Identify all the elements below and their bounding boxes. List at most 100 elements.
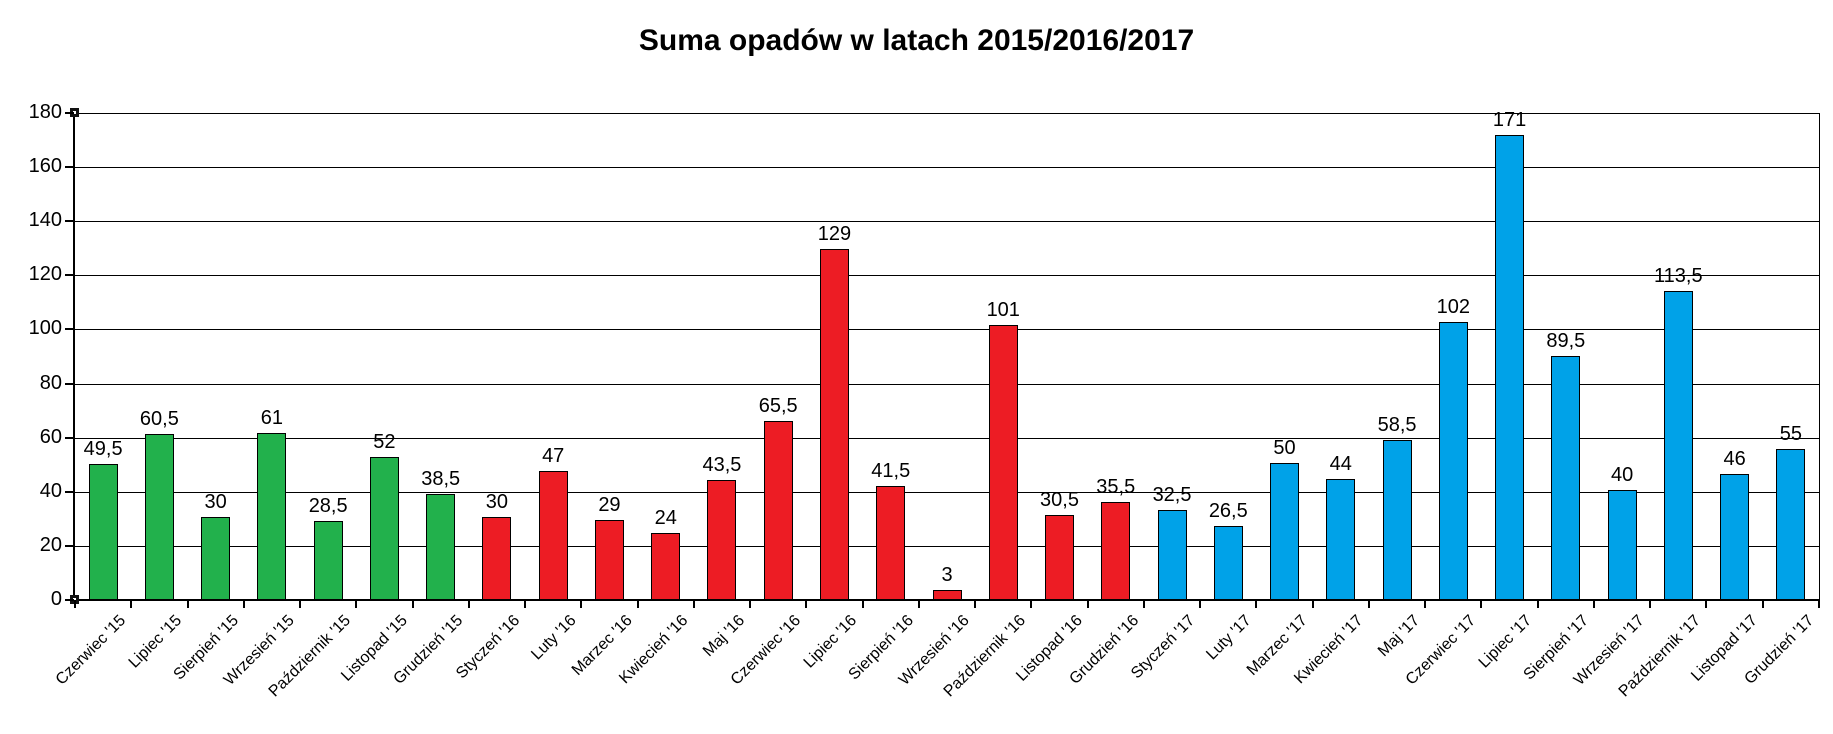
bar — [1101, 501, 1131, 600]
x-tick — [1480, 600, 1483, 608]
x-tick — [524, 600, 527, 608]
gridline — [75, 167, 1819, 169]
bar — [313, 520, 343, 600]
x-tick — [1030, 600, 1033, 608]
bar-value-label: 113,5 — [1654, 264, 1703, 287]
plot-right-border — [1819, 113, 1820, 600]
bar-value-label: 47 — [542, 444, 565, 467]
x-tick — [242, 600, 245, 608]
bar-value-label: 129 — [817, 222, 852, 245]
bar — [1382, 439, 1412, 600]
bar — [144, 434, 174, 600]
y-tick-label: 60 — [39, 425, 62, 448]
y-tick-label: 40 — [39, 479, 62, 502]
x-tick — [1818, 600, 1820, 608]
y-tick-label: 140 — [28, 209, 62, 232]
bar — [763, 420, 793, 600]
bar — [257, 432, 287, 600]
bar-value-label: 49,5 — [83, 438, 123, 461]
y-tick — [65, 436, 74, 439]
x-tick — [130, 600, 133, 608]
bar-value-label: 61 — [260, 406, 284, 429]
x-axis-label: Luty '16 — [527, 612, 580, 664]
x-tick — [411, 600, 414, 608]
bar-value-label: 60,5 — [139, 408, 179, 431]
bar — [1776, 449, 1806, 600]
bar — [594, 519, 624, 600]
y-tick-label: 120 — [28, 263, 62, 286]
bar — [88, 464, 118, 600]
gridline — [75, 275, 1819, 277]
bar-value-label: 28,5 — [308, 494, 348, 517]
gridline — [75, 113, 1819, 114]
y-tick — [65, 599, 74, 601]
x-tick — [974, 600, 977, 608]
y-tick-label: 160 — [28, 155, 62, 178]
chart-title: Suma opadów w latach 2015/2016/2017 — [638, 24, 1195, 57]
bar-value-label: 41,5 — [871, 459, 911, 482]
axis-selection-handle-origin — [70, 595, 79, 604]
bar — [876, 485, 906, 600]
x-axis-label: Maj '16 — [699, 612, 748, 661]
y-tick-label: 80 — [39, 371, 62, 394]
bar — [988, 324, 1018, 600]
bar — [482, 516, 512, 600]
bar-value-label: 3 — [941, 563, 953, 586]
bar-value-label: 26,5 — [1208, 500, 1248, 523]
x-tick — [186, 600, 189, 608]
bar-value-label: 30,5 — [1040, 489, 1079, 512]
bar — [1157, 510, 1187, 600]
bar — [369, 457, 399, 600]
x-tick — [1311, 600, 1314, 608]
bar-value-label: 43,5 — [702, 454, 742, 477]
bar-value-label: 30 — [204, 490, 227, 513]
x-axis-label: Czerwiec '15 — [52, 612, 130, 689]
x-tick — [580, 600, 583, 608]
bar — [1270, 462, 1300, 600]
x-tick — [749, 600, 752, 608]
gridline — [75, 437, 1819, 439]
y-tick — [65, 382, 74, 385]
bar — [1551, 355, 1581, 600]
bar — [426, 493, 456, 600]
bar-value-label: 89,5 — [1546, 329, 1586, 352]
x-tick — [861, 600, 864, 608]
bar — [1607, 489, 1637, 600]
y-tick — [65, 220, 74, 223]
y-tick — [65, 166, 74, 169]
x-tick — [1199, 600, 1202, 608]
axis-selection-handle-top — [70, 108, 79, 117]
bar-value-label: 24 — [654, 507, 677, 530]
bar-value-label: 50 — [1273, 436, 1296, 459]
bar — [1438, 322, 1468, 600]
x-tick — [692, 600, 695, 608]
bar — [1720, 473, 1750, 600]
x-tick — [1255, 600, 1258, 608]
x-tick — [1761, 600, 1764, 608]
x-tick — [1705, 600, 1708, 608]
x-tick — [1592, 600, 1595, 608]
bar-value-label: 38,5 — [421, 467, 461, 490]
x-tick — [1142, 600, 1145, 608]
bar-value-label: 40 — [1610, 463, 1634, 486]
y-tick-label: 100 — [28, 317, 62, 340]
x-tick — [917, 600, 920, 608]
y-axis-line — [73, 113, 75, 601]
x-tick — [74, 600, 76, 608]
bar — [1213, 526, 1243, 600]
bar — [707, 480, 737, 600]
x-tick — [1649, 600, 1652, 608]
bar-value-label: 58,5 — [1377, 413, 1417, 436]
bar-value-label: 29 — [598, 493, 621, 516]
gridline — [75, 491, 1819, 493]
bar-value-label: 32,5 — [1152, 484, 1192, 507]
gridline — [75, 329, 1819, 331]
x-tick — [355, 600, 358, 608]
y-tick — [65, 490, 74, 493]
bar-value-label: 52 — [373, 431, 396, 454]
bar — [819, 248, 849, 600]
y-tick — [65, 274, 74, 277]
bar-value-label: 171 — [1492, 109, 1527, 132]
gridline — [75, 221, 1819, 223]
bar — [201, 516, 231, 600]
